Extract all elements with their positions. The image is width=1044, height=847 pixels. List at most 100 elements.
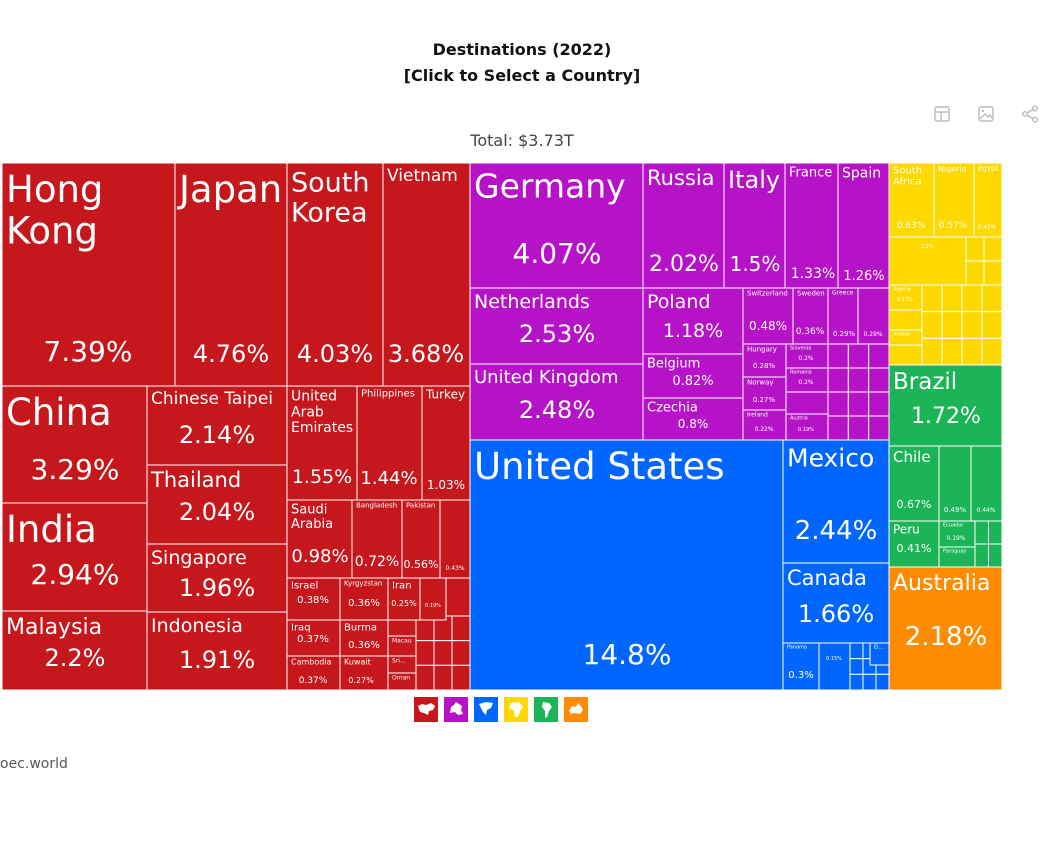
treemap-cell-unlabeled[interactable] — [938, 445, 972, 522]
treemap-cell-unlabeled[interactable] — [970, 445, 1003, 522]
treemap-cell-small[interactable] — [921, 311, 943, 339]
treemap-cell-netherlands[interactable] — [469, 287, 644, 365]
treemap-cell-indonesia[interactable] — [146, 611, 288, 691]
treemap-cell-small[interactable] — [921, 337, 943, 366]
treemap-cell-turkey[interactable] — [421, 385, 471, 501]
treemap-cell-united-states[interactable] — [469, 439, 784, 691]
treemap-cell-small[interactable] — [827, 367, 849, 393]
treemap-cell-small[interactable] — [941, 311, 963, 339]
treemap-cell-brazil[interactable] — [888, 364, 1003, 447]
treemap-cell-israel[interactable] — [286, 577, 341, 621]
treemap-cell-unlabeled[interactable] — [888, 236, 967, 286]
treemap-cell-small[interactable] — [433, 640, 453, 666]
treemap-cell-south-korea[interactable] — [286, 162, 384, 387]
treemap-cell-belgium[interactable] — [642, 353, 744, 399]
treemap-cell-ireland[interactable] — [742, 409, 787, 441]
treemap-cell-small[interactable] — [988, 543, 1003, 568]
treemap-cell-small[interactable] — [433, 664, 453, 691]
treemap-cell-small[interactable] — [827, 391, 849, 417]
treemap-cell-cambodia[interactable] — [286, 655, 341, 691]
treemap-cell-romania[interactable] — [785, 367, 829, 393]
treemap-cell-small[interactable] — [921, 284, 943, 313]
north-america-map-icon[interactable] — [474, 697, 498, 722]
treemap-cell-small[interactable] — [849, 642, 864, 660]
treemap-cell-small[interactable] — [974, 543, 989, 568]
treemap-cell-unlabeled[interactable] — [818, 642, 851, 691]
europe-map-icon[interactable] — [444, 697, 468, 722]
treemap-cell-small[interactable] — [965, 260, 985, 286]
treemap-cell-small[interactable] — [888, 309, 923, 331]
treemap-cell-hong-kong[interactable] — [1, 162, 176, 387]
treemap-cell-poland[interactable] — [642, 287, 744, 355]
treemap-cell-small[interactable] — [415, 664, 435, 691]
treemap-cell-small[interactable] — [847, 415, 870, 441]
treemap-cell-small[interactable] — [451, 664, 471, 691]
south-america-map-icon[interactable] — [534, 697, 558, 722]
treemap-cell-switzerland[interactable] — [742, 287, 794, 345]
treemap-cell-singapore[interactable] — [146, 543, 288, 613]
treemap-cell-small[interactable] — [868, 367, 890, 393]
treemap-cell-unlabeled[interactable] — [419, 577, 447, 621]
treemap-cell-small[interactable] — [451, 640, 471, 666]
treemap-cell-malaysia[interactable] — [1, 610, 148, 691]
treemap-cell-oman[interactable] — [387, 672, 417, 691]
treemap-cell-small[interactable] — [941, 284, 963, 313]
treemap-cell-italy[interactable] — [723, 162, 786, 289]
treemap-cell-small[interactable] — [827, 415, 849, 441]
treemap-cell-thailand[interactable] — [146, 464, 288, 545]
treemap-cell-unlabeled[interactable] — [439, 499, 471, 579]
treemap-cell-small[interactable] — [981, 284, 1003, 313]
treemap-cell-small[interactable] — [981, 337, 1003, 366]
oceania-map-icon[interactable] — [564, 697, 588, 722]
treemap-cell-south-africa[interactable] — [888, 162, 935, 238]
treemap-cell-small[interactable] — [827, 343, 849, 369]
treemap-cell-unlabeled[interactable] — [857, 287, 890, 345]
treemap-cell-india[interactable] — [1, 502, 148, 612]
treemap-cell-united-arab-emirates[interactable] — [286, 385, 358, 501]
africa-map-icon[interactable] — [504, 697, 528, 722]
table-icon[interactable] — [932, 104, 952, 124]
treemap-cell-philippines[interactable] — [356, 385, 423, 501]
treemap-cell-small[interactable] — [847, 343, 870, 369]
treemap-cell-small[interactable] — [888, 344, 923, 366]
treemap-cell-small[interactable] — [849, 658, 864, 675]
treemap-cell-small[interactable] — [983, 236, 1003, 262]
treemap-cell-czechia[interactable] — [642, 397, 744, 441]
treemap-cell-small[interactable] — [965, 236, 985, 262]
treemap-cell-spain[interactable] — [837, 162, 890, 289]
treemap-cell-small[interactable] — [974, 520, 989, 545]
treemap-cell-small[interactable] — [451, 615, 471, 642]
treemap-cell-norway[interactable] — [742, 376, 787, 411]
treemap-cell-small[interactable] — [961, 337, 983, 366]
asia-map-icon[interactable] — [414, 697, 438, 722]
treemap-cell-france[interactable] — [784, 162, 839, 289]
treemap-cell-austria[interactable] — [785, 413, 829, 441]
treemap-cell-small[interactable] — [875, 673, 890, 691]
treemap-cell-small[interactable] — [847, 391, 870, 417]
treemap-cell-small[interactable] — [988, 520, 1003, 545]
treemap-cell-burma[interactable] — [339, 619, 389, 657]
treemap-cell-egypt[interactable] — [973, 162, 1003, 238]
treemap-cell-small[interactable] — [415, 640, 435, 666]
treemap-cell-algeria[interactable] — [888, 284, 923, 311]
treemap-cell-china[interactable] — [1, 385, 148, 504]
treemap-cell-small[interactable] — [941, 337, 963, 366]
treemap-cell-small[interactable] — [862, 673, 877, 691]
treemap-cell-bangladesh[interactable] — [351, 499, 403, 579]
treemap-cell-small[interactable] — [981, 311, 1003, 339]
chart-title[interactable]: Destinations (2022) [Click to Select a C… — [0, 37, 1044, 89]
treemap-cell-australia[interactable] — [888, 566, 1003, 691]
share-icon[interactable] — [1020, 104, 1040, 124]
treemap-cell-small[interactable] — [961, 284, 983, 313]
treemap-cell-small[interactable] — [868, 415, 890, 441]
image-icon[interactable] — [976, 104, 996, 124]
treemap-cell-small[interactable] — [868, 343, 890, 369]
treemap-cell-saudi-arabia[interactable] — [286, 499, 353, 579]
treemap-cell-greece[interactable] — [827, 287, 859, 345]
treemap-cell-small[interactable] — [868, 391, 890, 417]
treemap-cell-small[interactable] — [983, 260, 1003, 286]
treemap-cell-nigeria[interactable] — [933, 162, 975, 238]
treemap-cell-united-kingdom[interactable] — [469, 363, 644, 441]
chart-title-line2[interactable]: [Click to Select a Country] — [403, 66, 641, 85]
treemap-cell-small[interactable] — [847, 367, 870, 393]
